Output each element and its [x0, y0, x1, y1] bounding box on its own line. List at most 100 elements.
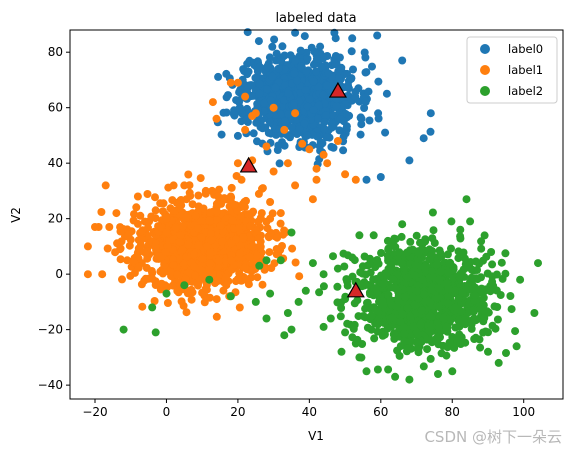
- data-point: [287, 228, 296, 237]
- data-point: [178, 245, 187, 254]
- data-point: [414, 248, 423, 257]
- data-point: [283, 309, 292, 317]
- points-layer: [83, 28, 542, 384]
- data-point: [436, 249, 445, 258]
- data-point: [347, 74, 356, 83]
- data-point: [324, 69, 333, 78]
- data-point: [329, 252, 337, 261]
- data-point: [129, 216, 138, 225]
- data-point: [360, 252, 369, 261]
- y-axis-label: V2: [9, 207, 23, 223]
- data-point: [297, 62, 306, 71]
- data-point: [103, 244, 112, 253]
- data-point: [367, 311, 376, 320]
- data-point: [484, 308, 493, 317]
- data-point: [377, 249, 386, 257]
- data-point: [343, 319, 352, 328]
- data-point: [113, 239, 122, 248]
- data-point: [320, 118, 329, 127]
- data-point: [450, 286, 459, 295]
- data-point: [322, 111, 331, 120]
- data-point: [340, 262, 349, 271]
- x-tick-label: 20: [230, 405, 245, 419]
- data-point: [309, 106, 318, 114]
- data-point: [460, 254, 469, 263]
- data-point: [488, 321, 497, 330]
- data-point: [314, 101, 323, 110]
- data-point: [187, 295, 196, 304]
- data-point: [506, 292, 515, 300]
- plot-frame: [69, 29, 564, 400]
- data-point: [266, 289, 275, 298]
- x-axis: −20 0 20 40 60 80 100: [82, 399, 535, 419]
- data-point: [130, 210, 138, 219]
- data-point: [421, 235, 430, 244]
- data-point: [206, 208, 215, 217]
- series-label2: [119, 195, 542, 384]
- data-point: [233, 131, 242, 140]
- data-point: [323, 81, 332, 90]
- data-point: [373, 31, 382, 40]
- watermark: CSDN @树下一朵云: [424, 428, 562, 446]
- data-point: [280, 331, 289, 340]
- data-point: [265, 53, 274, 62]
- data-point: [481, 285, 490, 294]
- data-point: [371, 263, 380, 272]
- data-point: [214, 262, 223, 271]
- data-point: [351, 339, 360, 348]
- data-point: [202, 285, 211, 294]
- data-point: [355, 231, 364, 240]
- data-point: [151, 193, 159, 202]
- data-point: [386, 260, 395, 269]
- data-point: [253, 251, 261, 260]
- data-point: [258, 184, 267, 193]
- data-point: [423, 345, 432, 354]
- data-point: [300, 32, 309, 41]
- data-point: [393, 346, 402, 355]
- data-point: [370, 334, 379, 343]
- data-point: [333, 137, 342, 145]
- data-point: [235, 303, 244, 312]
- data-point: [190, 250, 198, 259]
- data-point: [184, 170, 193, 179]
- data-point: [339, 146, 348, 155]
- data-point: [169, 181, 178, 190]
- data-point: [493, 315, 502, 324]
- data-point: [412, 231, 421, 240]
- data-point: [382, 89, 391, 98]
- data-point: [388, 313, 397, 322]
- data-point: [284, 89, 293, 98]
- data-point: [511, 327, 520, 336]
- data-point: [244, 210, 253, 219]
- data-point: [426, 109, 435, 118]
- data-point: [342, 122, 351, 131]
- x-tick-label: 0: [163, 405, 171, 419]
- data-point: [419, 134, 428, 143]
- data-point: [439, 313, 448, 322]
- x-tick-label: 40: [302, 405, 317, 419]
- data-point: [355, 353, 364, 362]
- data-point: [249, 129, 258, 138]
- data-point: [312, 55, 321, 63]
- data-point: [477, 244, 486, 253]
- data-point: [379, 301, 388, 310]
- data-point: [449, 263, 458, 272]
- data-point: [326, 314, 335, 323]
- data-point: [384, 365, 393, 374]
- data-point: [255, 79, 264, 88]
- data-point: [497, 258, 506, 267]
- data-point: [320, 124, 329, 133]
- cluster-center-marker: [346, 281, 365, 298]
- data-point: [458, 288, 467, 297]
- data-point: [254, 37, 263, 46]
- data-point: [456, 232, 465, 241]
- data-point: [227, 183, 236, 192]
- data-point: [233, 159, 242, 168]
- data-point: [175, 238, 184, 246]
- data-point: [322, 133, 331, 142]
- cluster-center-marker: [239, 156, 258, 173]
- data-point: [183, 289, 192, 298]
- data-point: [253, 273, 262, 282]
- data-point: [168, 196, 177, 205]
